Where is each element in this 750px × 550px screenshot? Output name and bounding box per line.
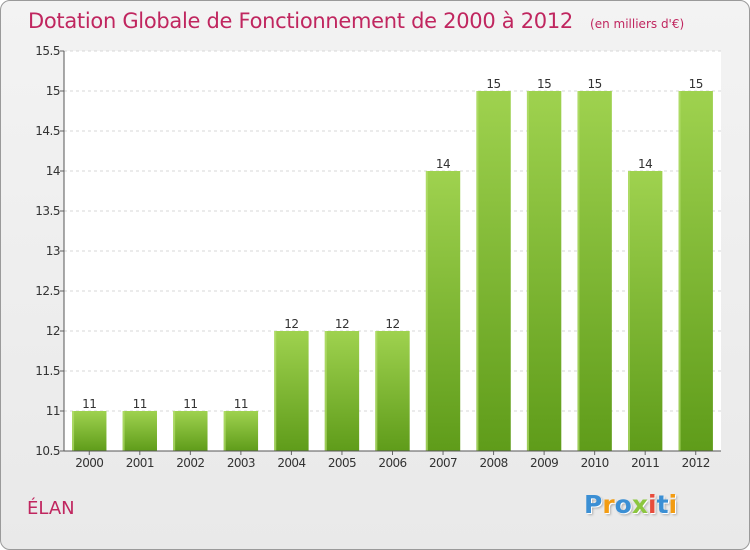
bar-data-label: 12 <box>284 317 298 331</box>
bar-highlight <box>425 171 428 451</box>
title-row: Dotation Globale de Fonctionnement de 20… <box>28 9 684 33</box>
logo-letter: i <box>668 490 678 519</box>
bar-data-label: 11 <box>183 397 197 411</box>
x-tick-label: 2004 <box>277 456 305 470</box>
chart-title: Dotation Globale de Fonctionnement de 20… <box>28 9 573 33</box>
bar-data-label: 12 <box>335 317 349 331</box>
bar <box>628 171 663 451</box>
axes: 10.5 11 11.5 12 12.5 13 13.5 14 14.5 15 15.5 2000 20… <box>35 44 721 470</box>
y-tick-label: 13 <box>46 244 60 258</box>
bar <box>425 171 461 451</box>
logo-letter: x <box>631 490 648 519</box>
bar-data-label: 15 <box>588 77 602 91</box>
logo-letter: t <box>656 490 669 519</box>
bar <box>72 411 107 451</box>
bar <box>173 411 208 451</box>
y-tick-label: 12.5 <box>35 284 60 298</box>
y-tick-label: 11.5 <box>35 364 60 378</box>
bar <box>526 91 562 451</box>
y-tick-label: 14 <box>46 164 60 178</box>
commune-name: ÉLAN <box>27 498 75 519</box>
bar <box>122 411 157 451</box>
x-tick-label: 2002 <box>176 456 204 470</box>
bar-data-label: 11 <box>82 397 96 411</box>
bar <box>324 331 360 451</box>
x-tick-label: 2003 <box>227 456 255 470</box>
logo-letter: i <box>648 490 657 519</box>
proxiti-logo: Proxiti <box>584 490 677 519</box>
bars <box>72 91 713 451</box>
x-tick-label: 2001 <box>126 456 154 470</box>
bar-highlight <box>324 331 327 451</box>
bar <box>476 91 511 451</box>
logo-letter: r <box>602 490 615 519</box>
y-tick-label: 15 <box>46 84 60 98</box>
bar <box>223 411 259 451</box>
y-tick-label: 14.5 <box>35 124 60 138</box>
x-tick-label: 2000 <box>75 456 103 470</box>
bar-highlight <box>375 331 378 451</box>
bar <box>577 91 612 451</box>
y-tick-label: 13.5 <box>35 204 60 218</box>
y-tick-label: 12 <box>46 324 60 338</box>
x-tick-label: 2005 <box>328 456 356 470</box>
bar-data-label: 11 <box>133 397 147 411</box>
bar-highlight <box>173 411 176 451</box>
y-tick-label: 11 <box>46 404 60 418</box>
x-tick-label: 2010 <box>581 456 609 470</box>
x-tick-label: 2007 <box>429 456 457 470</box>
bar-highlight <box>122 411 125 451</box>
logo-letter: o <box>614 490 632 519</box>
bar <box>274 331 309 451</box>
x-tick-label: 2011 <box>631 456 659 470</box>
bar <box>375 331 410 451</box>
bar-highlight <box>577 91 580 451</box>
bar-highlight <box>223 411 226 451</box>
bar-data-label: 15 <box>486 77 500 91</box>
bar-highlight <box>628 171 631 451</box>
bar-highlight <box>678 91 681 451</box>
x-tick-label: 2006 <box>378 456 406 470</box>
bar-highlight <box>476 91 479 451</box>
bar-data-label: 15 <box>537 77 551 91</box>
bar-data-label: 15 <box>689 77 703 91</box>
bar-highlight <box>526 91 529 451</box>
bar-data-label: 14 <box>638 157 652 171</box>
y-tick-label: 10.5 <box>35 444 60 458</box>
x-tick-label: 2008 <box>480 456 508 470</box>
bar-data-label: 11 <box>234 397 248 411</box>
labels: 11 11 11 11 12 12 12 14 15 15 15 14 15 <box>82 77 703 411</box>
bar <box>678 91 713 451</box>
chart-subtitle: (en milliers d'€) <box>590 17 685 31</box>
bar-data-label: 12 <box>385 317 399 331</box>
bar-highlight <box>72 411 75 451</box>
y-tick-label: 15.5 <box>35 44 60 58</box>
logo-letter: P <box>584 490 603 519</box>
bar-highlight <box>274 331 277 451</box>
x-tick-label: 2012 <box>682 456 710 470</box>
x-tick-label: 2009 <box>530 456 558 470</box>
bar-data-label: 14 <box>436 157 450 171</box>
